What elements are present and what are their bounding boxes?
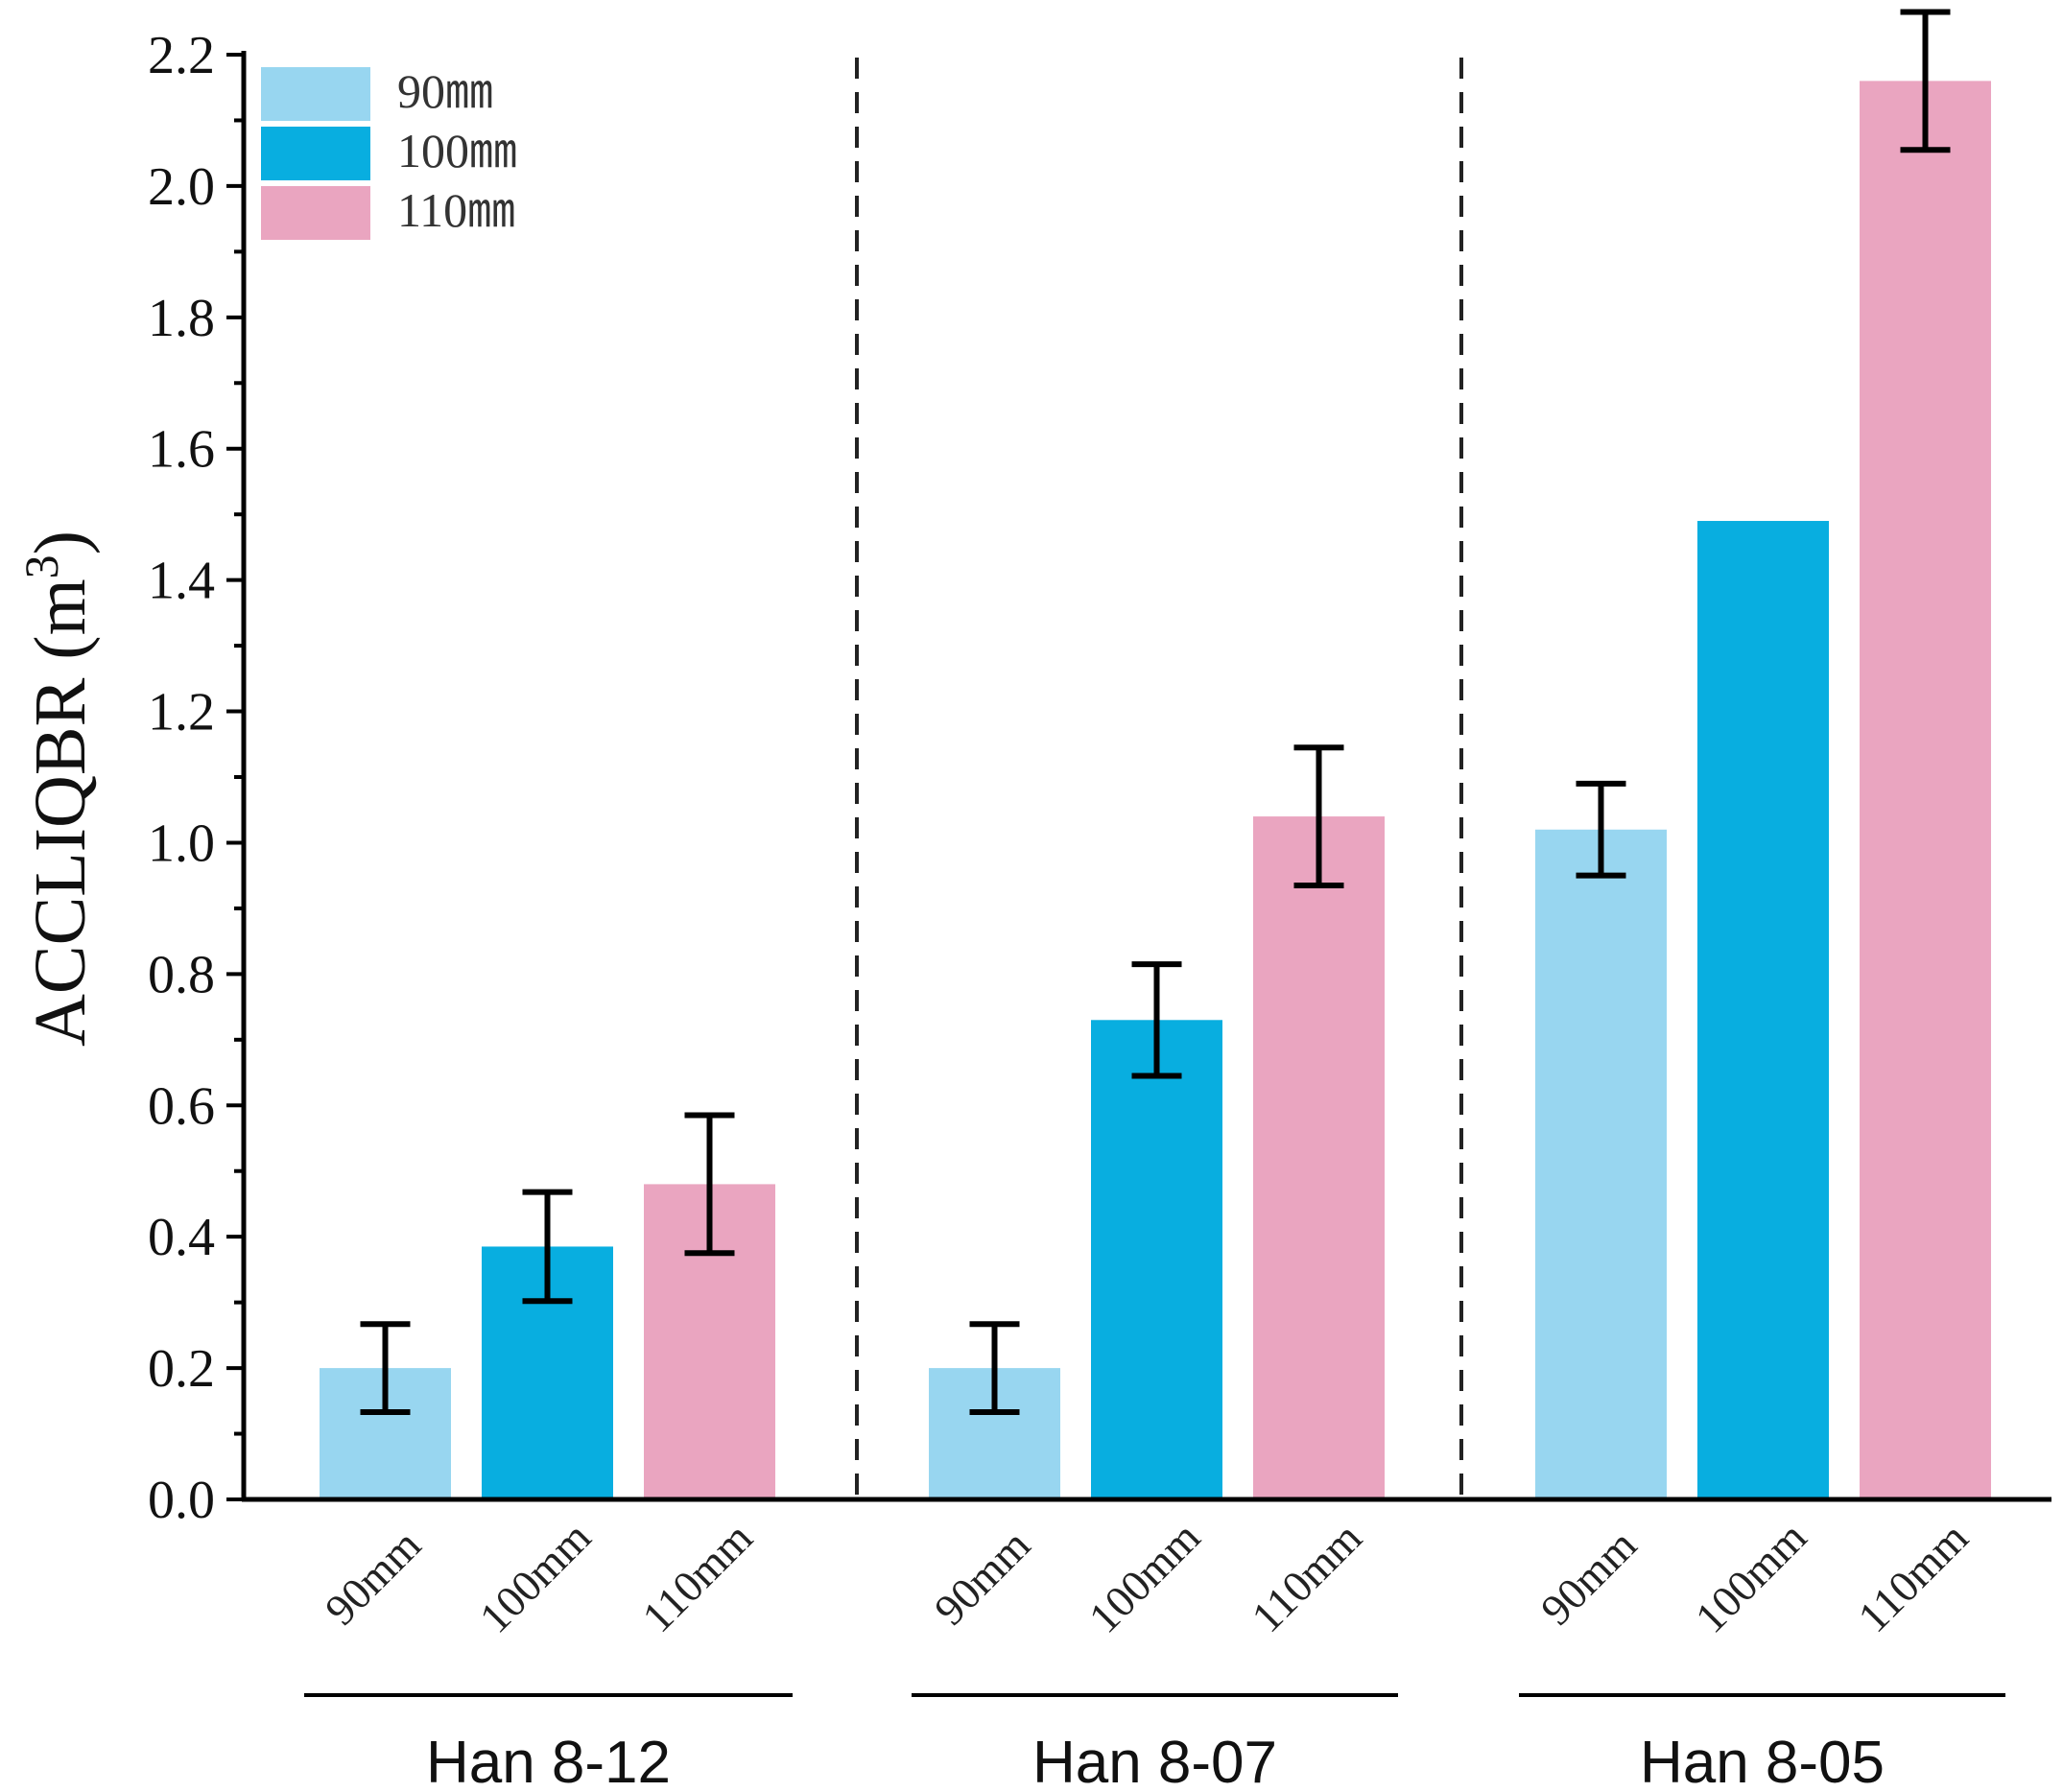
y-tick-label: 1.0 [148, 813, 215, 873]
legend-swatch [261, 67, 370, 121]
group-label: Han 8-07 [1032, 1730, 1277, 1792]
x-category-label: 90mm [925, 1520, 1039, 1634]
y-axis: 0.0 0.2 0.4 0.6 0.8 1.0 1.2 1.4 1.6 1.8 2.0 2.2 [148, 26, 247, 1530]
bars [320, 81, 1991, 1499]
x-category-label: 110mm [1242, 1513, 1370, 1641]
x-category-label: 110mm [632, 1513, 761, 1641]
bar-90mm-2 [1535, 829, 1667, 1499]
y-tick-label: 0.8 [148, 945, 215, 1004]
group-label: Han 8-12 [426, 1730, 671, 1792]
error-bar-110mm-0 [684, 1112, 735, 1257]
y-tick-label: 2.2 [148, 26, 215, 85]
y-axis-label-close: ) [20, 531, 101, 554]
x-category-label: 100mm [1686, 1512, 1816, 1642]
y-tick-label: 1.4 [148, 552, 215, 611]
error-bar-100mm-1 [1131, 961, 1182, 1079]
error-bar-90mm-1 [969, 1321, 1020, 1415]
legend-swatch [261, 127, 370, 180]
y-axis-label-main: ACCLIQBR (m [20, 578, 101, 1047]
legend-label: 100㎜ [397, 124, 517, 177]
x-category-label: 100mm [1079, 1512, 1210, 1642]
bar-100mm-1 [1091, 1020, 1222, 1499]
error-bar-90mm-0 [360, 1321, 411, 1415]
bar-110mm-1 [1253, 816, 1385, 1499]
error-bar-100mm-0 [522, 1189, 573, 1305]
y-tick-label: 0.4 [148, 1208, 215, 1267]
bar-110mm-2 [1860, 81, 1991, 1499]
x-category-label: 110mm [1848, 1513, 1977, 1641]
error-bars [360, 9, 1951, 1415]
x-category-label: 90mm [316, 1520, 430, 1634]
legend-item-100mm: 100㎜ [261, 124, 517, 180]
bar-100mm-2 [1697, 521, 1829, 1499]
y-tick-label: 1.2 [148, 683, 215, 743]
y-tick-label: 1.8 [148, 289, 215, 348]
legend-label: 110㎜ [397, 183, 515, 237]
y-axis-label: ACCLIQBR (m3) [14, 531, 101, 1047]
legend-label: 90㎜ [397, 64, 493, 118]
y-tick-label: 1.6 [148, 420, 215, 480]
legend-swatch [261, 186, 370, 240]
error-bar-110mm-2 [1900, 9, 1951, 153]
error-bar-90mm-2 [1576, 780, 1626, 879]
x-category-label: 100mm [470, 1512, 601, 1642]
legend-item-90mm: 90㎜ [261, 64, 493, 121]
group-label: Han 8-05 [1640, 1730, 1885, 1792]
legend: 90㎜ 100㎜ 110㎜ [261, 64, 517, 240]
y-tick-label: 0.6 [148, 1076, 215, 1136]
y-tick-label: 0.2 [148, 1339, 215, 1399]
y-axis-label-superscript: 3 [14, 554, 68, 578]
y-tick-label: 2.0 [148, 157, 215, 217]
y-tick-label: 0.0 [148, 1471, 215, 1530]
legend-item-110mm: 110㎜ [261, 183, 515, 240]
x-category-label: 90mm [1531, 1520, 1646, 1634]
error-bar-110mm-1 [1293, 744, 1344, 888]
